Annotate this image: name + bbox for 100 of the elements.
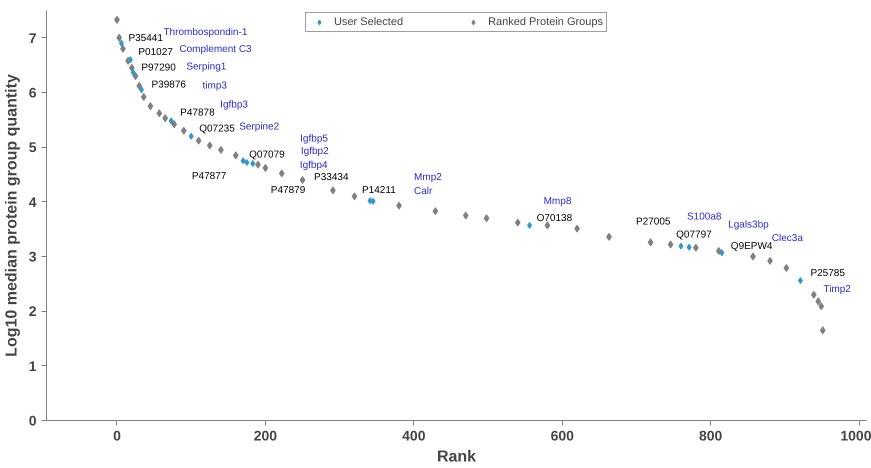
point (686, 244, 692, 251)
annotation: P01027 (138, 47, 174, 58)
point (818, 302, 824, 310)
point (116, 34, 122, 42)
point (180, 126, 187, 135)
y-tick-label: 0 (28, 412, 37, 428)
point (798, 277, 803, 284)
point (218, 146, 224, 154)
annotation: P27005 (636, 216, 671, 228)
y-tick-label: 3 (28, 248, 37, 264)
annotation: timp3 (202, 80, 228, 92)
annotation: Igfbp5 (300, 133, 328, 144)
point (300, 176, 306, 184)
point (370, 198, 376, 205)
point (820, 326, 826, 334)
point (162, 114, 168, 122)
point (244, 158, 250, 166)
annotation: P47878 (180, 107, 216, 118)
annotation: P14211 (362, 184, 396, 196)
point (815, 297, 822, 306)
point (120, 44, 126, 53)
x-tick-label: 600 (550, 428, 574, 444)
annotation: P47877 (192, 170, 227, 182)
x-tick-label: 800 (698, 428, 723, 444)
annotation: Igfbp3 (220, 99, 248, 110)
point (232, 151, 239, 160)
legend-label: User Selected (334, 16, 404, 28)
annotation: Serpine2 (239, 122, 280, 133)
annotation: Clec3a (772, 233, 804, 244)
annotation: S100a8 (686, 212, 722, 223)
point (648, 238, 654, 246)
point (136, 82, 142, 90)
annotation: P47879 (270, 185, 306, 196)
point (750, 252, 756, 260)
point (168, 117, 174, 124)
y-tick-label: 6 (28, 84, 37, 100)
point (606, 232, 612, 241)
annotation: P35441 (128, 32, 164, 44)
point (352, 192, 358, 200)
annotation: Q9EPW4 (730, 241, 773, 252)
annotation: Thrombospondin-1 (163, 26, 248, 38)
point (668, 240, 674, 248)
x-tick-label: 400 (402, 428, 426, 444)
annotation: O70138 (536, 212, 573, 224)
point (767, 256, 773, 265)
point (240, 157, 246, 164)
x-tick-label: 0 (113, 428, 122, 444)
point (330, 186, 336, 194)
y-tick-label: 5 (28, 139, 37, 156)
point (128, 56, 133, 64)
annotation: Serping1 (186, 61, 227, 72)
point (719, 249, 724, 256)
x-axis-title: Rank (436, 448, 476, 466)
annotation: Complement C3 (179, 44, 252, 56)
annotation: Mmp8 (544, 196, 572, 207)
point (278, 169, 285, 178)
point (262, 164, 268, 172)
point (206, 142, 213, 150)
annotation: Igfbp4 (300, 160, 328, 172)
legend-label: Ranked Protein Groups (488, 16, 604, 28)
point (255, 160, 261, 169)
point (148, 102, 154, 110)
annotation: P33434 (314, 172, 349, 184)
y-tick-label: 4 (28, 194, 37, 210)
annotation: P39876 (151, 79, 186, 90)
point (432, 207, 438, 216)
point (544, 221, 550, 230)
annotation: Timp2 (823, 284, 852, 296)
annotation: P25785 (810, 268, 846, 280)
point (784, 264, 790, 272)
y-tick-label: 1 (28, 358, 37, 374)
x-tick-label: 200 (254, 428, 278, 444)
point (118, 40, 124, 47)
annotation: Mmp2 (414, 172, 442, 184)
y-tick-label: 2 (28, 303, 37, 320)
point (140, 92, 147, 101)
point (678, 242, 684, 250)
point (114, 16, 120, 24)
x-tick-label: 1000 (840, 428, 871, 444)
point (484, 214, 490, 222)
point (527, 222, 532, 229)
point (396, 202, 402, 210)
annotation: Igfbp2 (300, 146, 330, 157)
point (130, 69, 136, 76)
point (692, 244, 699, 252)
point (514, 218, 521, 227)
point (171, 120, 177, 128)
point (188, 132, 194, 140)
annotation: Q07797 (676, 230, 712, 241)
annotation: Calr (414, 186, 434, 197)
annotation: Q07079 (249, 149, 286, 160)
point (138, 86, 144, 94)
y-tick-label: 7 (28, 30, 37, 46)
point (129, 64, 135, 72)
point (196, 136, 202, 145)
annotation: Lgals3bp (728, 220, 770, 231)
point (574, 224, 580, 233)
point (250, 160, 256, 168)
y-axis-title: Log10 median protein group quantity (4, 74, 21, 357)
point (462, 212, 469, 220)
